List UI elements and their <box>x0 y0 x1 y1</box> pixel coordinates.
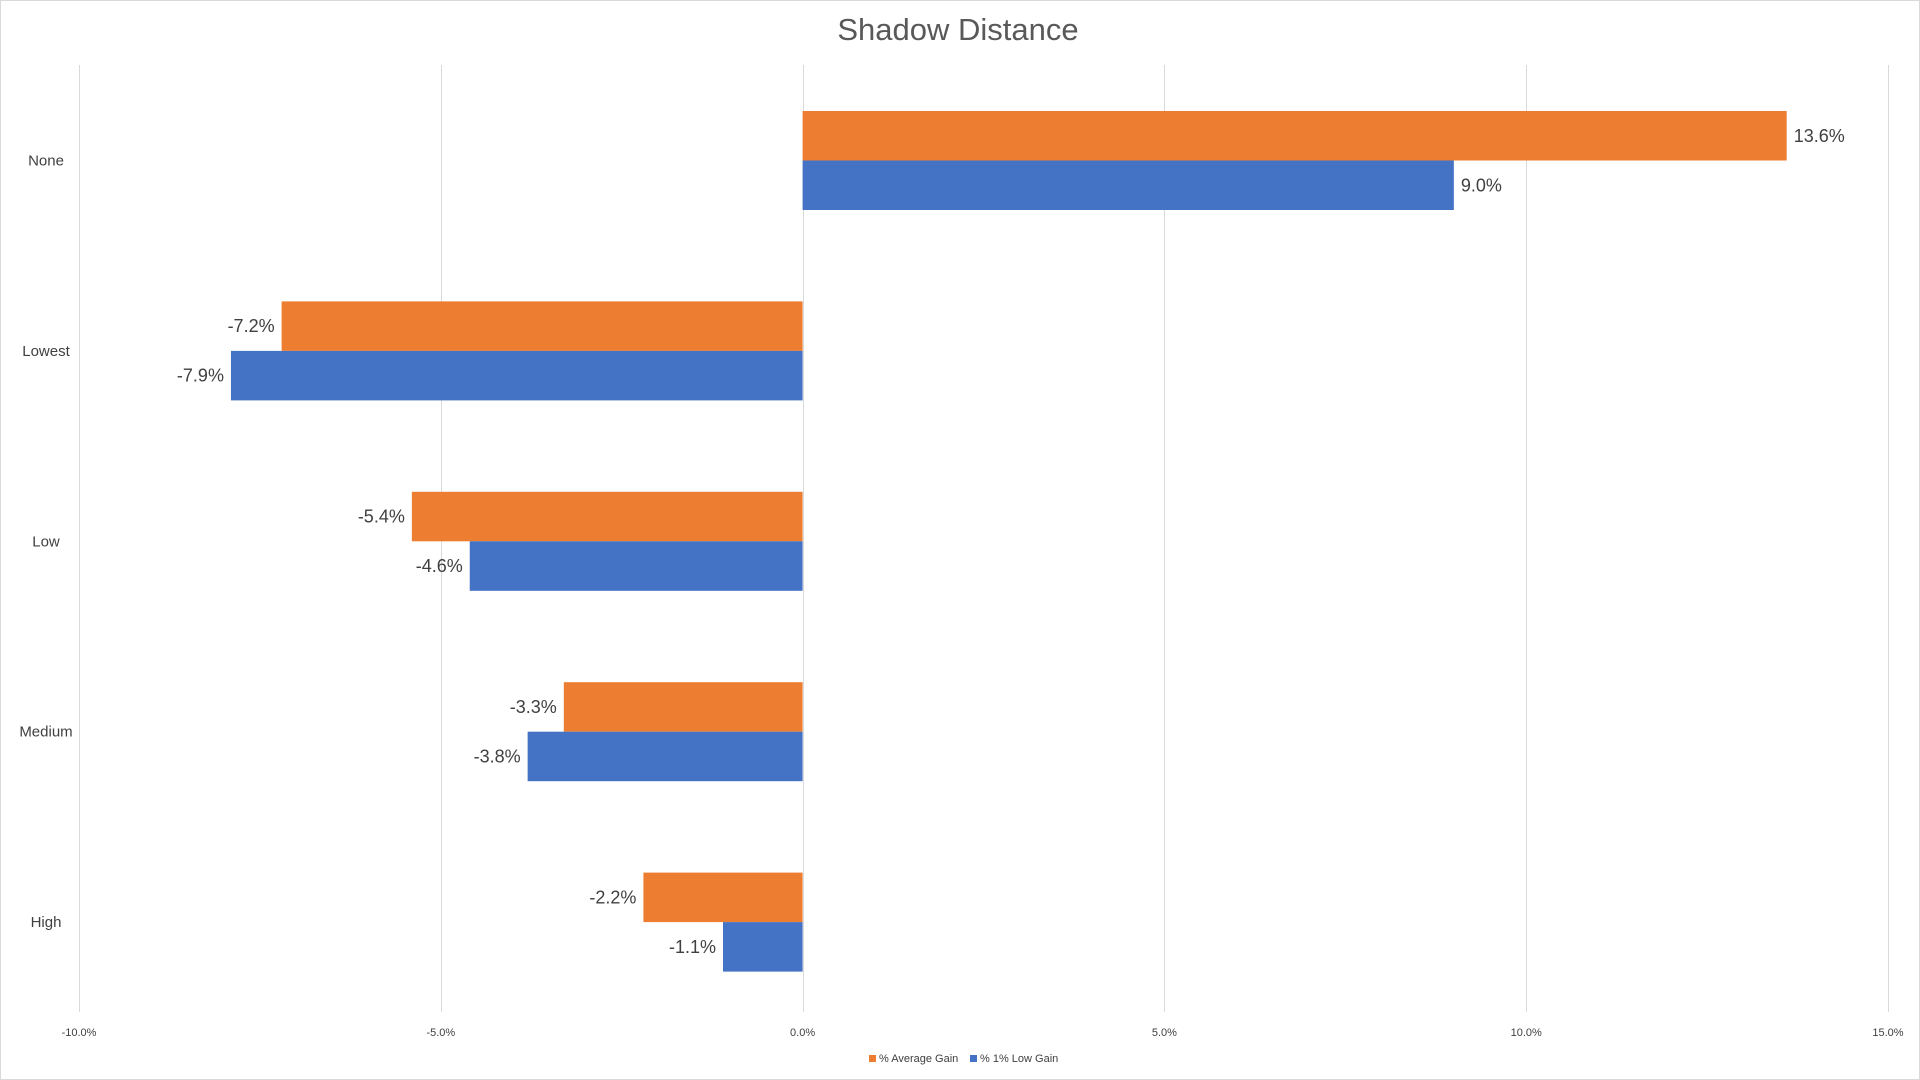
legend-label: % 1% Low Gain <box>980 1053 1058 1065</box>
bar-low-gain-lowest <box>230 350 803 401</box>
category-label-medium: Medium <box>19 724 72 741</box>
category-label-high: High <box>31 914 62 931</box>
x-tick-label: -10.0% <box>62 1027 97 1039</box>
bar-low-gain-high <box>723 922 803 972</box>
x-tick-label: 10.0% <box>1511 1027 1542 1039</box>
data-label: -4.6% <box>416 556 463 576</box>
bar-low-gain-medium <box>527 731 803 782</box>
category-label-low: Low <box>32 533 60 550</box>
data-label: 13.6% <box>1794 126 1845 146</box>
legend-item-low-gain[interactable]: % 1% Low Gain <box>970 1053 1058 1065</box>
data-labels: 13.6% 9.0% -7.2% -7.9% -5.4% -4.6% -3.3% -3.8% -… <box>177 126 1845 957</box>
data-label: -7.2% <box>228 316 275 336</box>
x-tick-label: 5.0% <box>1152 1027 1177 1039</box>
category-labels: None Lowest Low Medium High <box>19 153 72 932</box>
bar-average-gain-none <box>802 111 1787 161</box>
legend-item-average-gain[interactable]: % Average Gain <box>869 1053 958 1065</box>
grid-lines <box>79 65 1889 1012</box>
legend-swatch <box>869 1055 876 1062</box>
x-tick-label: 15.0% <box>1872 1027 1903 1039</box>
x-axis-tick-labels: -10.0% -5.0% 0.0% 5.0% 10.0% 15.0% <box>62 1027 1904 1039</box>
legend-swatch <box>970 1055 977 1062</box>
legend-label: % Average Gain <box>879 1053 958 1065</box>
bars <box>230 111 1787 972</box>
chart-title: Shadow Distance <box>837 12 1078 47</box>
data-label: 9.0% <box>1461 175 1502 195</box>
category-label-lowest: Lowest <box>22 343 70 360</box>
data-label: -5.4% <box>358 507 405 527</box>
data-label: -7.9% <box>177 366 224 386</box>
bar-low-gain-low <box>469 541 803 591</box>
x-tick-label: -5.0% <box>426 1027 455 1039</box>
data-label: -1.1% <box>669 937 716 957</box>
data-label: -3.8% <box>474 746 521 766</box>
category-label-none: None <box>28 153 64 170</box>
bar-average-gain-low <box>411 491 803 542</box>
data-label: -2.2% <box>589 887 636 907</box>
bar-average-gain-medium <box>563 682 803 732</box>
bar-average-gain-high <box>643 872 803 923</box>
bar-average-gain-lowest <box>281 301 803 351</box>
data-label: -3.3% <box>510 697 557 717</box>
x-tick-label: 0.0% <box>790 1027 815 1039</box>
bar-low-gain-none <box>802 160 1454 210</box>
legend[interactable]: % Average Gain % 1% Low Gain <box>869 1053 1058 1065</box>
